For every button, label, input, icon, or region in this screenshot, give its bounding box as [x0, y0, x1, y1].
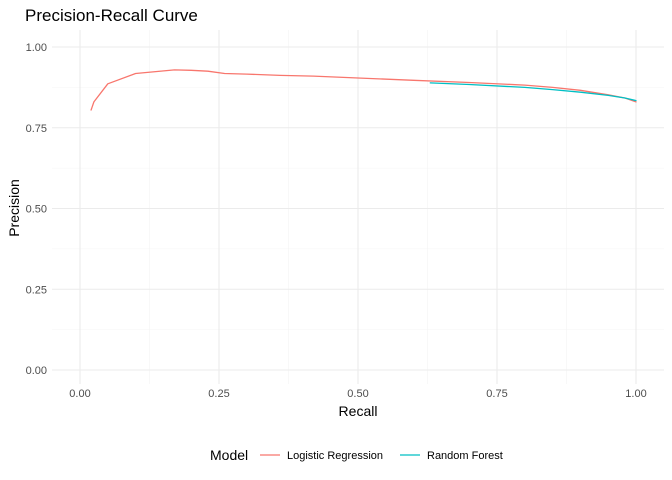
y-tick-label: 1.00: [26, 42, 47, 54]
legend-title: Model: [210, 447, 248, 463]
legend: Model Logistic Regression Random Forest: [210, 447, 503, 463]
y-tick-label: 0.50: [26, 204, 47, 216]
x-axis-title: Recall: [339, 403, 378, 419]
legend-label-logistic-regression: Logistic Regression: [287, 450, 383, 462]
series-line-logistic-regression: [90, 69, 637, 111]
series-line-random-forest: [429, 82, 637, 102]
y-tick-label: 0.25: [26, 284, 47, 296]
y-axis-title: Precision: [6, 179, 22, 237]
y-tick-label: 0.00: [26, 365, 47, 377]
series-lines: [90, 69, 637, 111]
legend-label-random-forest: Random Forest: [427, 450, 503, 462]
y-tick-label: 0.75: [26, 123, 47, 135]
x-tick-label: 0.50: [347, 388, 368, 400]
x-tick-label: 1.00: [625, 388, 646, 400]
x-tick-label: 0.00: [69, 388, 90, 400]
chart-title: Precision-Recall Curve: [25, 6, 198, 25]
x-tick-label: 0.25: [208, 388, 229, 400]
grid-lines: [52, 30, 664, 384]
tick-labels: 0.00 0.25 0.50 0.75 1.00 0.00 0.25 0.50 0.75 1.00: [26, 42, 647, 400]
x-tick-label: 0.75: [486, 388, 507, 400]
